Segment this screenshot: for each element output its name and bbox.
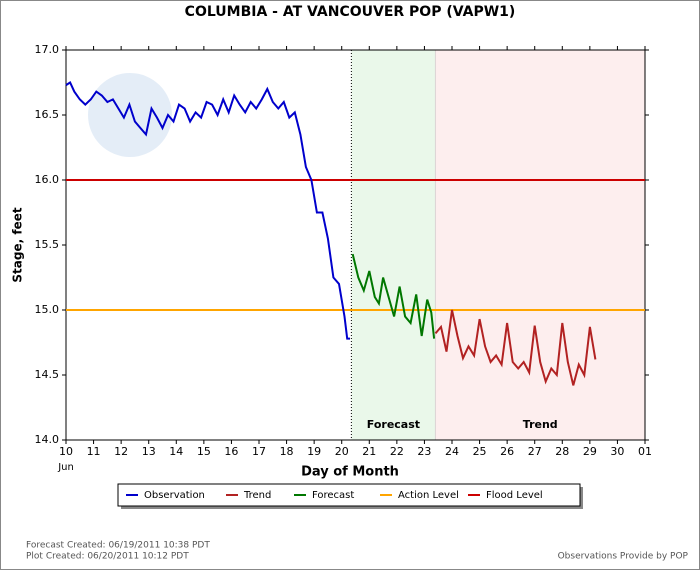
region — [351, 50, 436, 440]
x-tick-label: 10 — [59, 445, 73, 458]
x-tick-label: 28 — [555, 445, 569, 458]
x-tick-label: 27 — [528, 445, 542, 458]
logo — [88, 73, 172, 157]
x-tick-label: 15 — [197, 445, 211, 458]
x-tick-label: 12 — [114, 445, 128, 458]
x-tick-label: 21 — [362, 445, 376, 458]
x-tick-label: 14 — [169, 445, 183, 458]
y-tick-label: 16.5 — [35, 108, 60, 121]
x-tick-label: 18 — [280, 445, 294, 458]
y-axis-label: Stage, feet — [11, 207, 25, 282]
x-tick-label: 24 — [445, 445, 459, 458]
footer-forecast: Forecast Created: 06/19/2011 10:38 PDT — [26, 541, 210, 551]
series-line — [434, 309, 597, 386]
x-tick-label: 01 — [638, 445, 652, 458]
series-line — [351, 253, 436, 339]
x-tick-label: 25 — [473, 445, 487, 458]
x-tick-label: 23 — [417, 445, 431, 458]
legend-label: Trend — [243, 490, 271, 501]
region-label: Trend — [523, 418, 558, 431]
x-tick-label: 16 — [224, 445, 238, 458]
footer-plot: Plot Created: 06/20/2011 10:12 PDT — [26, 552, 189, 562]
series-line — [65, 81, 350, 340]
x-axis-label: Day of Month — [301, 465, 399, 480]
legend: Observation Trend Forecast Action Level Floo… — [117, 483, 583, 509]
y-tick-label: 16.0 — [35, 173, 60, 186]
region-label: Forecast — [367, 418, 420, 431]
legend-label: Forecast — [312, 490, 354, 501]
y-tick-label: 15.0 — [35, 303, 60, 316]
x-tick-label: 17 — [252, 445, 266, 458]
x-sublabel: Jun — [57, 462, 74, 473]
legend-box — [117, 483, 581, 507]
x-tick-label: 19 — [307, 445, 321, 458]
legend-label: Action Level — [398, 490, 459, 501]
legend-label: Observation — [144, 490, 205, 501]
y-tick-label: 14.5 — [35, 368, 60, 381]
legend-label: Flood Level — [486, 490, 543, 501]
y-tick-label: 15.5 — [35, 238, 60, 251]
x-tick-label: 20 — [335, 445, 349, 458]
y-tick-label: 14.0 — [35, 433, 60, 446]
region — [435, 50, 645, 440]
x-tick-label: 30 — [610, 445, 624, 458]
footer-source: Observations Provide by POP — [558, 552, 689, 562]
y-tick-label: 17.0 — [35, 43, 60, 56]
x-tick-label: 13 — [142, 445, 156, 458]
x-tick-label: 22 — [390, 445, 404, 458]
x-tick-label: 26 — [500, 445, 514, 458]
x-tick-label: 29 — [583, 445, 597, 458]
chart-title: COLUMBIA - AT VANCOUVER POP (VAPW1) — [185, 4, 516, 20]
x-tick-label: 11 — [87, 445, 101, 458]
